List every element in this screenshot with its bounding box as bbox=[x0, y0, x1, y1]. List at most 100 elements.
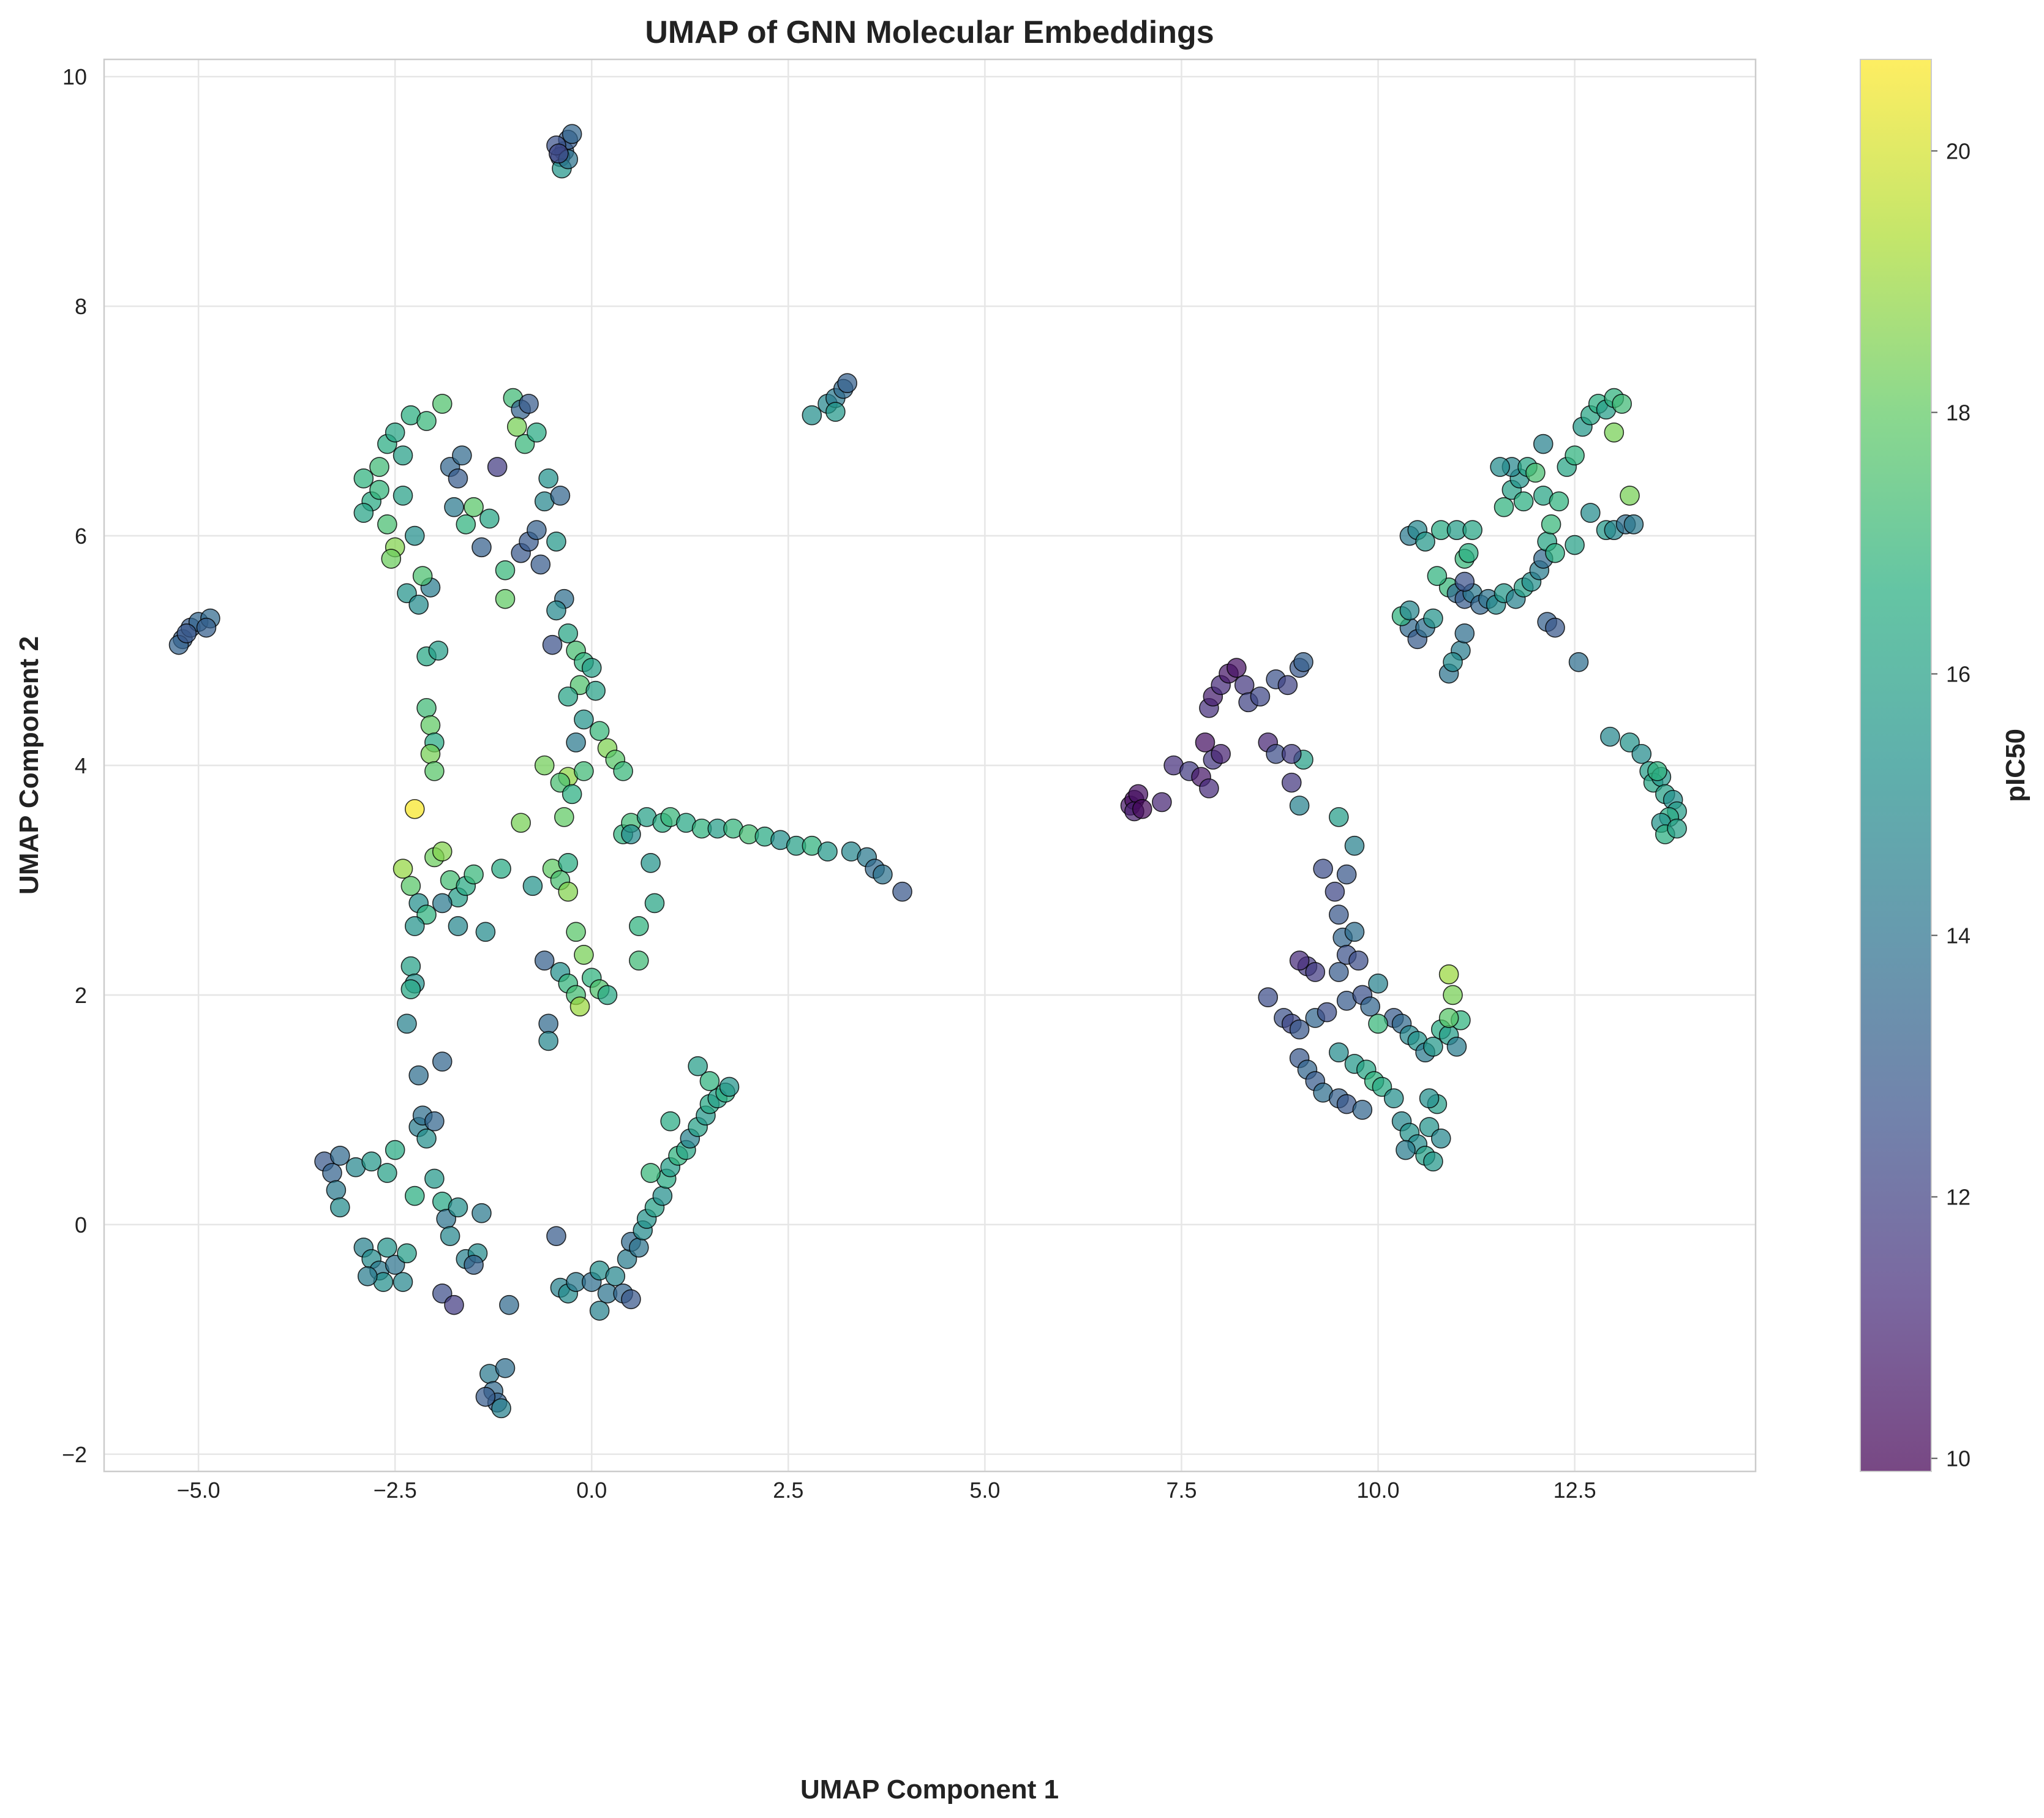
data-point bbox=[1443, 985, 1463, 1005]
data-point bbox=[416, 697, 437, 718]
x-tick-label: 0.0 bbox=[576, 1478, 607, 1503]
colorbar-label: pIC50 bbox=[2001, 729, 2031, 802]
colorbar-tick-label: 16 bbox=[1946, 662, 1971, 687]
data-point bbox=[549, 143, 569, 164]
data-point bbox=[1541, 514, 1561, 535]
data-point bbox=[1152, 792, 1172, 813]
data-point bbox=[377, 514, 397, 535]
data-point bbox=[400, 876, 421, 896]
data-point bbox=[424, 1168, 445, 1189]
data-point bbox=[404, 525, 425, 546]
x-axis-label: UMAP Component 1 bbox=[800, 1775, 1059, 1805]
data-point bbox=[1289, 1019, 1310, 1040]
y-tick-label: 4 bbox=[75, 753, 87, 778]
data-point bbox=[369, 457, 389, 477]
data-point bbox=[176, 623, 197, 644]
data-point bbox=[400, 979, 421, 999]
data-point bbox=[475, 922, 496, 942]
data-point bbox=[1443, 652, 1463, 672]
data-point bbox=[1430, 1129, 1451, 1149]
x-tick-label: 12.5 bbox=[1554, 1478, 1596, 1503]
data-point bbox=[1289, 795, 1310, 816]
data-point bbox=[629, 916, 649, 936]
data-point bbox=[424, 761, 445, 781]
data-point bbox=[448, 1197, 468, 1218]
data-point bbox=[527, 423, 547, 443]
data-point bbox=[1348, 950, 1369, 971]
data-point bbox=[196, 617, 217, 638]
data-point bbox=[326, 1180, 347, 1200]
data-point bbox=[546, 532, 566, 552]
data-point bbox=[1383, 1088, 1404, 1108]
data-point bbox=[1631, 743, 1652, 764]
data-point bbox=[1580, 503, 1601, 523]
data-point bbox=[585, 680, 606, 701]
data-point bbox=[1199, 778, 1219, 798]
data-point bbox=[329, 1146, 350, 1166]
data-point bbox=[613, 761, 633, 781]
data-point bbox=[621, 824, 641, 844]
data-point bbox=[1293, 652, 1313, 672]
data-point bbox=[597, 985, 618, 1005]
data-point bbox=[1234, 675, 1255, 696]
data-point bbox=[1329, 807, 1349, 827]
data-point bbox=[491, 858, 511, 879]
data-point bbox=[1399, 600, 1420, 621]
data-point bbox=[1549, 491, 1569, 512]
y-tick-label: 0 bbox=[75, 1212, 87, 1238]
data-point bbox=[393, 445, 413, 466]
data-point bbox=[1132, 798, 1152, 819]
colorbar-tick-label: 14 bbox=[1946, 923, 1971, 948]
data-point bbox=[534, 950, 555, 971]
data-point bbox=[562, 784, 582, 805]
data-point bbox=[1329, 904, 1349, 925]
data-point bbox=[1344, 922, 1365, 942]
data-point bbox=[416, 411, 437, 431]
data-point bbox=[699, 1071, 720, 1091]
data-point bbox=[817, 841, 838, 862]
x-tick-label: 5.0 bbox=[969, 1478, 1000, 1503]
data-point bbox=[1533, 434, 1554, 454]
data-point bbox=[1368, 1013, 1388, 1034]
data-point bbox=[499, 1294, 519, 1315]
colorbar-frame bbox=[1860, 59, 1932, 1472]
data-point bbox=[1258, 987, 1279, 1008]
data-point bbox=[412, 566, 433, 586]
data-point bbox=[641, 1163, 661, 1183]
data-point bbox=[566, 732, 586, 753]
data-point bbox=[1612, 394, 1632, 414]
data-point bbox=[825, 402, 846, 422]
data-point bbox=[527, 520, 547, 540]
data-point bbox=[1227, 658, 1247, 678]
y-tick-label: −2 bbox=[62, 1442, 87, 1467]
data-point bbox=[534, 755, 555, 776]
scatter-points bbox=[168, 124, 1687, 1419]
data-point bbox=[538, 1013, 558, 1034]
x-tick-label: 7.5 bbox=[1166, 1478, 1197, 1503]
data-point bbox=[432, 893, 453, 914]
data-point bbox=[1545, 543, 1565, 563]
data-point bbox=[1313, 858, 1333, 879]
data-point bbox=[408, 595, 429, 615]
data-point bbox=[353, 468, 374, 489]
data-point bbox=[873, 864, 893, 885]
data-point bbox=[397, 1013, 417, 1034]
data-point bbox=[1344, 835, 1365, 856]
data-point bbox=[1419, 1088, 1440, 1108]
data-point bbox=[1568, 652, 1589, 672]
colorbar-tick-label: 12 bbox=[1946, 1185, 1971, 1210]
data-point bbox=[538, 1031, 558, 1051]
data-point bbox=[1565, 445, 1585, 466]
data-point bbox=[487, 457, 508, 477]
data-point bbox=[1462, 520, 1482, 540]
data-point bbox=[464, 1255, 484, 1275]
data-point bbox=[522, 876, 543, 896]
data-point bbox=[432, 841, 453, 862]
data-point bbox=[1647, 761, 1667, 781]
data-point bbox=[558, 623, 579, 644]
data-point bbox=[569, 996, 590, 1017]
data-point bbox=[1305, 962, 1326, 982]
data-point bbox=[506, 416, 527, 437]
data-point bbox=[562, 124, 582, 145]
data-point bbox=[432, 1051, 453, 1072]
